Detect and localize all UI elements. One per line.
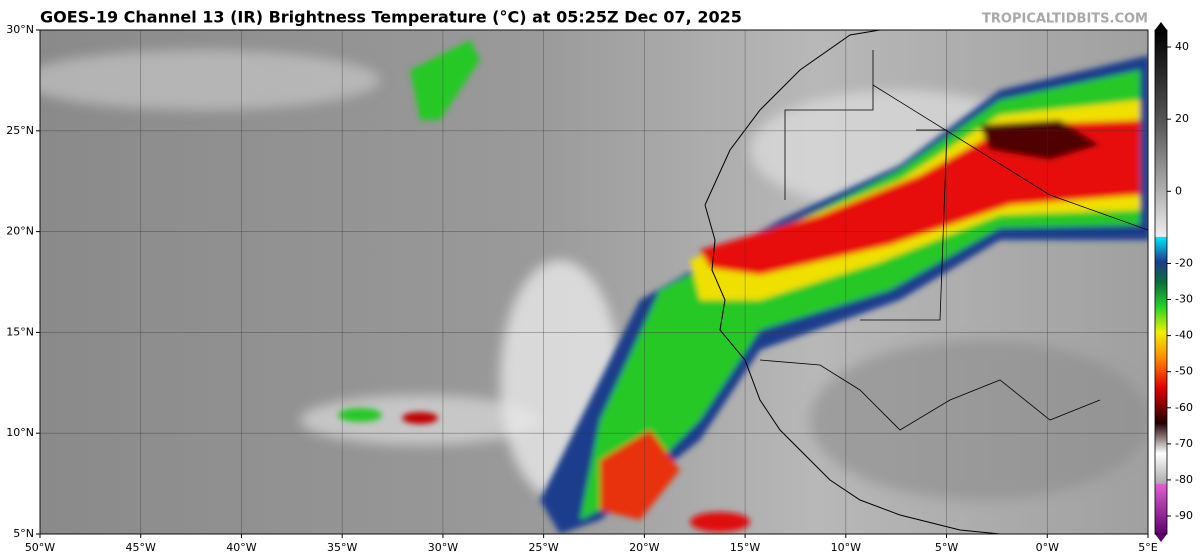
colorbar-tick-label: -70 bbox=[1175, 437, 1193, 450]
colorbar-arrow bbox=[1155, 534, 1167, 542]
y-tick-label: 25°N bbox=[6, 124, 34, 137]
x-tick-label: 30°W bbox=[428, 541, 458, 554]
x-tick-label: 5°W bbox=[935, 541, 958, 554]
colorbar bbox=[1154, 29, 1168, 535]
colorbar-tick-label: -90 bbox=[1175, 509, 1193, 522]
colorbar-tick-label: -60 bbox=[1175, 401, 1193, 414]
colorbar-tick-label: -40 bbox=[1175, 329, 1193, 342]
y-tick-label: 15°N bbox=[6, 325, 34, 338]
x-tick-label: 20°W bbox=[629, 541, 659, 554]
title: GOES-19 Channel 13 (IR) Brightness Tempe… bbox=[40, 8, 742, 27]
colorbar-tick-label: 40 bbox=[1175, 40, 1189, 53]
y-tick-label: 5°N bbox=[13, 527, 34, 540]
watermark: TROPICALTIDBITS.COM bbox=[982, 12, 1148, 27]
x-tick-label: 5°E bbox=[1138, 541, 1157, 554]
y-tick-label: 10°N bbox=[6, 426, 34, 439]
y-tick-label: 30°N bbox=[6, 23, 34, 36]
x-tick-label: 10°W bbox=[831, 541, 861, 554]
y-tick-label: 20°N bbox=[6, 225, 34, 238]
x-tick-label: 15°W bbox=[730, 541, 760, 554]
x-tick-label: 0°W bbox=[1036, 541, 1059, 554]
colorbar-arrow bbox=[1155, 22, 1167, 30]
x-tick-label: 35°W bbox=[327, 541, 357, 554]
colorbar-tick-label: -30 bbox=[1175, 293, 1193, 306]
colorbar-tick-label: -20 bbox=[1175, 256, 1193, 269]
x-tick-label: 40°W bbox=[226, 541, 256, 554]
x-tick-label: 50°W bbox=[25, 541, 55, 554]
x-tick-label: 45°W bbox=[126, 541, 156, 554]
colorbar-tick-label: -80 bbox=[1175, 473, 1193, 486]
colorbar-tick-label: -50 bbox=[1175, 365, 1193, 378]
colorbar-tick-label: 0 bbox=[1175, 184, 1182, 197]
satellite-image bbox=[40, 30, 1148, 534]
colorbar-tick-label: 20 bbox=[1175, 112, 1189, 125]
x-tick-label: 25°W bbox=[528, 541, 558, 554]
